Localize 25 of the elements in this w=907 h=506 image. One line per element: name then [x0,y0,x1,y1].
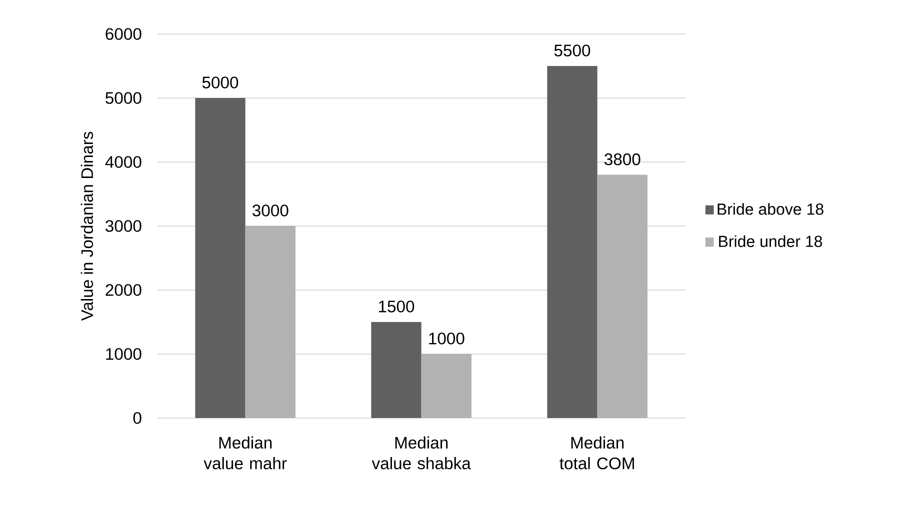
bar [371,322,422,418]
bar [597,174,648,418]
data-label: 3800 [604,153,640,166]
bar [421,354,472,418]
y-tick-label: 0 [133,412,142,424]
x-tick-label: Median total COM [560,436,634,470]
data-label: 3000 [252,204,288,216]
x-tick-label: Median value shabka [372,436,471,470]
bar [195,98,246,418]
data-label: 1500 [378,300,414,312]
data-label: 5000 [202,76,238,88]
data-label: 5500 [554,44,590,56]
y-tick-label: 3000 [106,220,142,232]
bar [245,226,296,418]
y-axis-title: Value in Jordanian Dinars [80,132,94,321]
x-tick-label: Median value mahr [204,436,287,470]
y-tick-label: 6000 [106,28,142,40]
legend-label: Bride under 18 [719,235,822,248]
data-label: 1000 [429,332,464,344]
bar [547,66,598,418]
y-tick-label: 4000 [105,156,142,168]
y-tick-label: 1000 [106,348,142,360]
y-tick-label: 5000 [106,92,142,104]
y-tick-label: 2000 [106,284,142,296]
legend-label: Bride above 18 [718,203,824,215]
